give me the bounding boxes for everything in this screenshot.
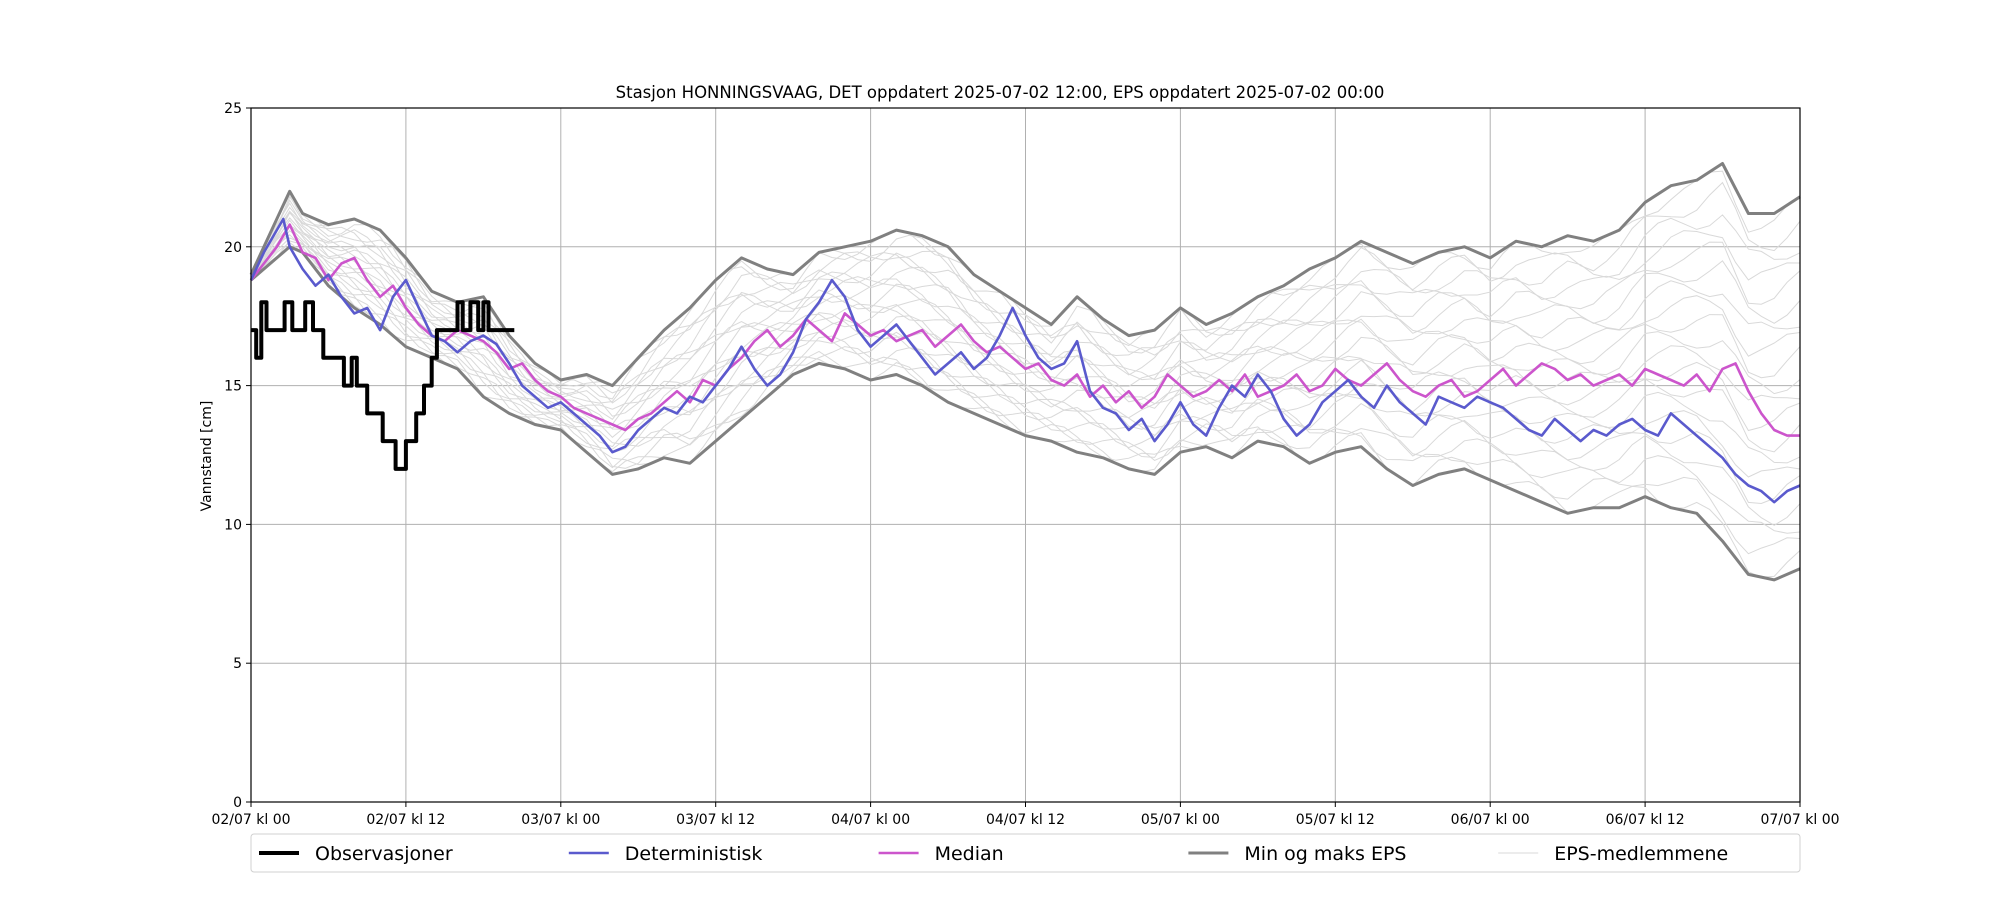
y-axis-ticks: 0 5 10 15 20 25 [224, 101, 251, 811]
eps-member-line [250, 210, 1801, 417]
series-lines [249, 217, 1801, 504]
y-tick-label: 0 [233, 795, 242, 811]
eps-min-line [250, 245, 1801, 582]
chart-title: Stasjon HONNINGSVAAG, DET oppdatert 2025… [616, 83, 1385, 102]
legend-entry: Deterministisk [625, 843, 763, 865]
legend-entry: Observasjoner [315, 843, 453, 865]
legend-box [250, 833, 1801, 873]
x-tick-label: 03/07 kl 00 [521, 812, 600, 828]
legend-entry: EPS-medlemmene [1554, 843, 1728, 865]
x-tick-label: 02/07 kl 00 [211, 812, 290, 828]
x-tick-label: 05/07 kl 12 [1296, 812, 1375, 828]
eps-member-line [250, 226, 1801, 432]
x-tick-label: 04/07 kl 00 [831, 812, 910, 828]
eps-member-line [250, 229, 1801, 526]
y-tick-label: 10 [224, 517, 242, 533]
x-tick-label: 06/07 kl 12 [1606, 812, 1685, 828]
x-tick-label: 04/07 kl 12 [986, 812, 1065, 828]
eps-member-line [250, 246, 1801, 555]
y-axis-label: Vannstand [cm] [199, 401, 215, 512]
eps-member-line [250, 225, 1801, 464]
eps-member-line [250, 219, 1801, 453]
eps-member-line [250, 234, 1801, 505]
y-tick-label: 20 [224, 240, 242, 256]
x-tick-label: 05/07 kl 00 [1141, 812, 1220, 828]
x-tick-label: 06/07 kl 00 [1451, 812, 1530, 828]
y-tick-label: 15 [224, 379, 242, 395]
median-line [249, 223, 1800, 437]
legend-entry: Min og maks EPS [1244, 843, 1406, 865]
x-axis-ticks: 02/07 kl 00 02/07 kl 12 03/07 kl 00 03/07 k… [211, 802, 1840, 828]
observasjoner-line [251, 300, 515, 471]
eps-member-line [250, 181, 1801, 400]
x-tick-label: 02/07 kl 12 [366, 812, 445, 828]
legend-entry: Median [935, 843, 1004, 865]
legend: Observasjoner Deterministisk Median Min og … [250, 833, 1801, 873]
deterministisk-line [249, 217, 1801, 504]
y-tick-label: 5 [233, 656, 242, 672]
x-tick-label: 07/07 kl 00 [1760, 812, 1839, 828]
eps-member-line [250, 202, 1801, 404]
x-tick-label: 03/07 kl 12 [676, 812, 755, 828]
y-tick-label: 25 [224, 101, 242, 117]
eps-member-line [250, 217, 1801, 410]
eps-member-line [250, 237, 1801, 478]
